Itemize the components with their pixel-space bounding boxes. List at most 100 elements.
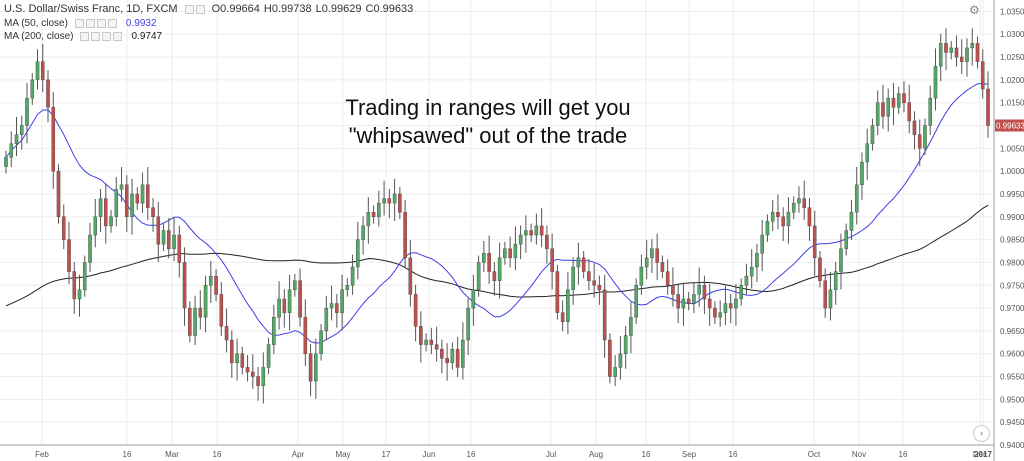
time-axis[interactable]: Feb 16 Mar 16 Apr May 17 Jun 16 Jul Aug 16 Sep 16 Oct N… <box>35 450 992 459</box>
candle[interactable] <box>618 335 623 380</box>
candle[interactable] <box>818 251 822 288</box>
candle[interactable] <box>30 73 35 105</box>
candle[interactable] <box>844 223 848 256</box>
candle[interactable] <box>534 213 539 245</box>
candle[interactable] <box>802 180 806 220</box>
candle[interactable] <box>686 292 691 311</box>
candle[interactable] <box>203 275 208 333</box>
plot-area[interactable] <box>0 0 994 445</box>
candle[interactable] <box>744 263 749 295</box>
candle[interactable] <box>82 255 87 297</box>
candle[interactable] <box>555 264 560 320</box>
candle[interactable] <box>424 333 428 352</box>
candle[interactable] <box>860 152 864 200</box>
candle[interactable] <box>655 233 659 281</box>
candle[interactable] <box>125 175 129 232</box>
candle[interactable] <box>587 259 591 291</box>
candle[interactable] <box>72 261 77 315</box>
candle[interactable] <box>77 274 82 317</box>
candle[interactable] <box>524 215 528 253</box>
candle[interactable] <box>539 208 544 248</box>
candle[interactable] <box>109 209 113 233</box>
candle[interactable] <box>896 86 901 115</box>
candle[interactable] <box>623 325 628 369</box>
more-icon[interactable] <box>107 19 117 28</box>
candle[interactable] <box>508 236 512 268</box>
candle[interactable] <box>403 199 407 268</box>
candle[interactable] <box>944 28 948 71</box>
candle[interactable] <box>219 282 224 336</box>
candle[interactable] <box>639 254 644 295</box>
candle[interactable] <box>245 355 250 382</box>
candle[interactable] <box>350 254 355 295</box>
candle[interactable] <box>345 278 350 297</box>
candle[interactable] <box>503 241 507 265</box>
candle[interactable] <box>319 324 323 361</box>
candle[interactable] <box>40 43 45 93</box>
candle[interactable] <box>760 219 764 272</box>
candle[interactable] <box>865 128 869 180</box>
candle[interactable] <box>791 196 796 220</box>
candle[interactable] <box>566 272 570 335</box>
candle[interactable] <box>377 190 381 227</box>
candle[interactable] <box>51 92 56 189</box>
candle[interactable] <box>361 216 365 255</box>
candle[interactable] <box>870 118 875 151</box>
candle[interactable] <box>938 33 943 82</box>
candle[interactable] <box>650 239 654 273</box>
candle[interactable] <box>497 242 502 299</box>
candle[interactable] <box>161 223 166 252</box>
candle[interactable] <box>739 278 743 306</box>
symbol-buttons[interactable] <box>184 4 205 14</box>
candle[interactable] <box>434 326 439 362</box>
candle[interactable] <box>933 48 938 111</box>
candle[interactable] <box>602 274 607 358</box>
candle[interactable] <box>949 41 954 60</box>
candle[interactable] <box>408 240 413 307</box>
candle[interactable] <box>781 207 785 241</box>
ma200-legend[interactable]: MA (200, close) 0.9747 <box>4 31 162 42</box>
candle[interactable] <box>93 198 98 248</box>
candle[interactable] <box>256 366 260 401</box>
candle[interactable] <box>46 70 50 123</box>
candle[interactable] <box>98 188 103 232</box>
candle[interactable] <box>119 167 124 202</box>
candle[interactable] <box>718 300 722 327</box>
candle[interactable] <box>513 226 518 271</box>
candle[interactable] <box>193 295 197 346</box>
candle[interactable] <box>371 205 376 224</box>
candle[interactable] <box>907 84 912 134</box>
candle[interactable] <box>419 311 423 363</box>
candle[interactable] <box>188 301 192 343</box>
candle[interactable] <box>303 299 308 367</box>
candle[interactable] <box>135 187 140 210</box>
candle[interactable] <box>912 111 917 150</box>
candle[interactable] <box>4 150 8 174</box>
candle[interactable] <box>755 243 759 283</box>
settings-icon[interactable] <box>91 32 101 41</box>
candle[interactable] <box>487 235 491 284</box>
candle[interactable] <box>891 83 896 126</box>
candle[interactable] <box>954 35 959 67</box>
candle[interactable] <box>19 115 24 150</box>
candle[interactable] <box>177 225 182 278</box>
candle[interactable] <box>723 285 728 325</box>
candle[interactable] <box>917 119 922 167</box>
candle[interactable] <box>823 268 827 318</box>
candle[interactable] <box>272 304 276 355</box>
settings-icon[interactable] <box>85 19 95 28</box>
candle[interactable] <box>576 242 581 285</box>
candle[interactable] <box>707 283 712 326</box>
scroll-to-latest-icon[interactable]: › <box>973 425 990 442</box>
candle[interactable] <box>970 28 975 66</box>
candle[interactable] <box>209 261 213 304</box>
candle[interactable] <box>413 284 418 342</box>
candle[interactable] <box>114 177 119 227</box>
candle[interactable] <box>167 218 171 259</box>
candle[interactable] <box>88 222 92 273</box>
candle[interactable] <box>67 221 71 284</box>
candle[interactable] <box>450 342 455 370</box>
eye-icon[interactable] <box>80 32 90 41</box>
candle[interactable] <box>560 300 565 332</box>
candle[interactable] <box>597 275 602 305</box>
